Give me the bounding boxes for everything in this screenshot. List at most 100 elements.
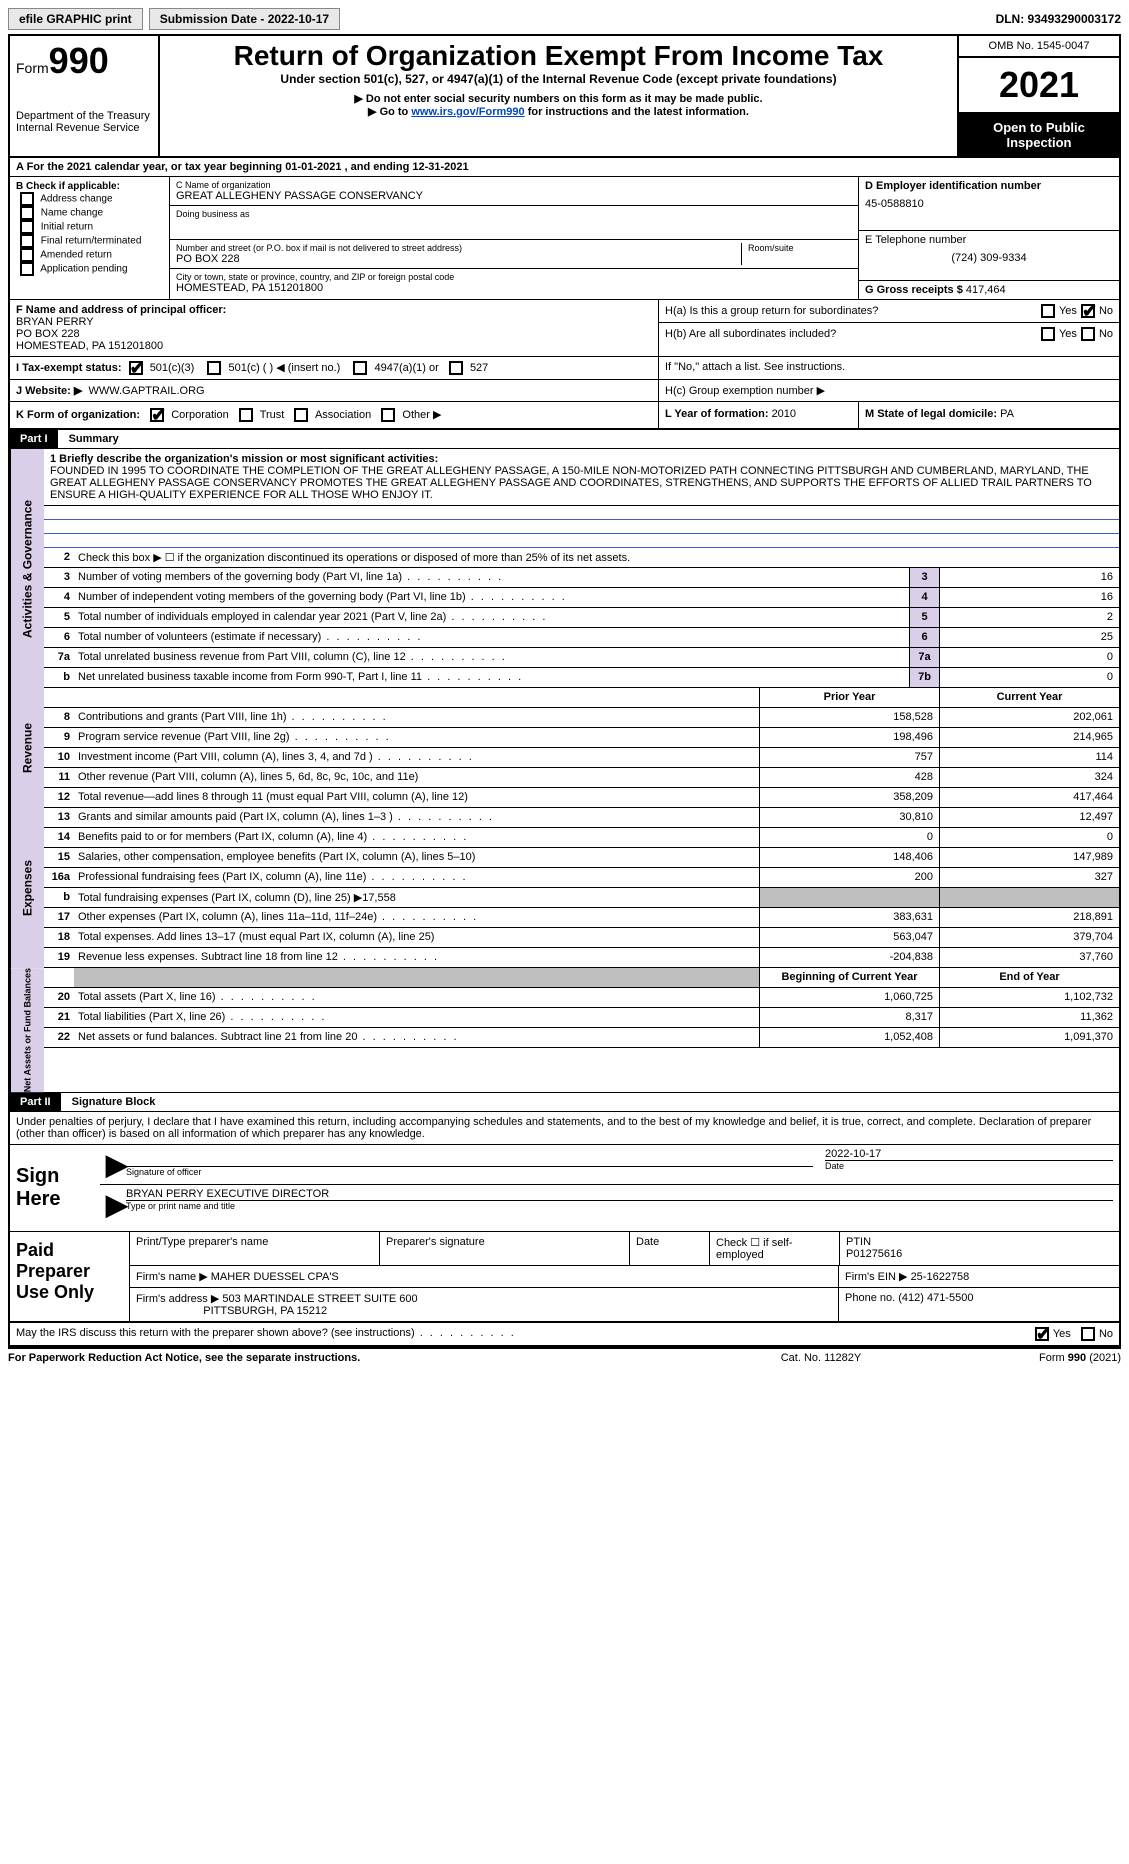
efile-print-button[interactable]: efile GRAPHIC print <box>8 8 143 30</box>
d-val: 45-0588810 <box>865 198 1113 210</box>
firm-name: MAHER DUESSEL CPA'S <box>211 1271 339 1283</box>
tax-year: 2021 <box>959 58 1119 114</box>
line-3-val: 16 <box>939 568 1119 587</box>
prep-date-label: Date <box>630 1232 710 1265</box>
section-fh: F Name and address of principal officer:… <box>10 300 1119 357</box>
prep-sig-label: Preparer's signature <box>380 1232 630 1265</box>
ha-label: H(a) Is this a group return for subordin… <box>665 305 1037 317</box>
line-4-val: 16 <box>939 588 1119 607</box>
part-2-header: Part II Signature Block <box>10 1093 1119 1112</box>
d-label: D Employer identification number <box>865 180 1113 192</box>
irs-link[interactable]: www.irs.gov/Form990 <box>411 106 524 118</box>
form-number: Form990 <box>16 40 152 82</box>
line-7b-val: 0 <box>939 668 1119 687</box>
b-opt-pending[interactable]: Application pending <box>16 262 163 276</box>
dln-label: DLN: 93493290003172 <box>996 12 1121 26</box>
discuss-row: May the IRS discuss this return with the… <box>10 1323 1119 1347</box>
instr-1: ▶ Do not enter social security numbers o… <box>168 92 949 105</box>
hc-label: H(c) Group exemption number ▶ <box>659 380 1119 401</box>
b-opt-initial[interactable]: Initial return <box>16 220 163 234</box>
top-bar: efile GRAPHIC print Submission Date - 20… <box>8 8 1121 30</box>
firm-addr2: PITTSBURGH, PA 15212 <box>203 1305 327 1317</box>
row-k: K Form of organization: Corporation Trus… <box>10 402 1119 430</box>
c-dba-label: Doing business as <box>176 209 852 219</box>
sig-date-val: 2022-10-17 <box>825 1148 1113 1160</box>
g-label: G Gross receipts $ <box>865 284 963 296</box>
b-opt-address[interactable]: Address change <box>16 192 163 206</box>
prep-selfemp-label[interactable]: Check ☐ if self-employed <box>710 1232 840 1265</box>
footer-catno: Cat. No. 11282Y <box>721 1352 921 1364</box>
submission-date-button[interactable]: Submission Date - 2022-10-17 <box>149 8 340 30</box>
c-city-label: City or town, state or province, country… <box>176 272 852 282</box>
discuss-yes-checkbox[interactable] <box>1035 1327 1049 1341</box>
k-trust-checkbox[interactable] <box>239 408 253 422</box>
summary-governance: Activities & Governance 1 Briefly descri… <box>10 449 1119 688</box>
section-bcde: B Check if applicable: Address change Na… <box>10 177 1119 300</box>
c-city-val: HOMESTEAD, PA 151201800 <box>176 282 852 294</box>
eoy-header: End of Year <box>939 968 1119 987</box>
c-name-val: GREAT ALLEGHENY PASSAGE CONSERVANCY <box>176 190 852 202</box>
footer-formref: Form 990 (2021) <box>921 1352 1121 1364</box>
e-label: E Telephone number <box>865 234 1113 246</box>
line-6-desc: Total number of volunteers (estimate if … <box>74 628 909 647</box>
footer: For Paperwork Reduction Act Notice, see … <box>8 1349 1121 1367</box>
part-1-header: Part I Summary <box>10 430 1119 449</box>
c-street-label: Number and street (or P.O. box if mail i… <box>176 243 735 253</box>
row-a-period: A For the 2021 calendar year, or tax yea… <box>10 158 1119 177</box>
firm-ein: 25-1622758 <box>911 1271 970 1283</box>
k-assoc-checkbox[interactable] <box>294 408 308 422</box>
g-val: 417,464 <box>966 284 1006 296</box>
i-527-checkbox[interactable] <box>449 361 463 375</box>
line-2-desc: Check this box ▶ ☐ if the organization d… <box>74 548 1119 567</box>
summary-net-assets: Net Assets or Fund Balances Beginning of… <box>10 968 1119 1093</box>
instr-2: ▶ Go to www.irs.gov/Form990 for instruct… <box>168 105 949 118</box>
form-title: Return of Organization Exempt From Incom… <box>168 40 949 72</box>
b-opt-name[interactable]: Name change <box>16 206 163 220</box>
ptin-val: P01275616 <box>846 1248 1113 1260</box>
b-opt-final[interactable]: Final return/terminated <box>16 234 163 248</box>
discuss-no-checkbox[interactable] <box>1081 1327 1095 1341</box>
form-subhead: Under section 501(c), 527, or 4947(a)(1)… <box>168 72 949 86</box>
k-corp-checkbox[interactable] <box>150 408 164 422</box>
f-city: HOMESTEAD, PA 151201800 <box>16 340 652 352</box>
mission-label: 1 Briefly describe the organization's mi… <box>50 453 1113 465</box>
summary-expenses: Expenses 13Grants and similar amounts pa… <box>10 808 1119 968</box>
f-name: BRYAN PERRY <box>16 316 652 328</box>
row-i: I Tax-exempt status: 501(c)(3) 501(c) ( … <box>10 357 1119 380</box>
open-to-public: Open to Public Inspection <box>959 114 1119 156</box>
k-other-checkbox[interactable] <box>381 408 395 422</box>
i-501c-checkbox[interactable] <box>207 361 221 375</box>
i-501c3-checkbox[interactable] <box>129 361 143 375</box>
ha-no-checkbox[interactable] <box>1081 304 1095 318</box>
current-year-header: Current Year <box>939 688 1119 707</box>
vtab-net: Net Assets or Fund Balances <box>10 968 44 1092</box>
arrow-icon: ▶ <box>100 1185 120 1224</box>
arrow-icon: ▶ <box>100 1145 120 1184</box>
line-7a-desc: Total unrelated business revenue from Pa… <box>74 648 909 667</box>
prep-name-label: Print/Type preparer's name <box>130 1232 380 1265</box>
vtab-governance: Activities & Governance <box>10 449 44 688</box>
footer-notice: For Paperwork Reduction Act Notice, see … <box>8 1352 721 1364</box>
ha-yes-checkbox[interactable] <box>1041 304 1055 318</box>
c-street-val: PO BOX 228 <box>176 253 735 265</box>
hb-note: If "No," attach a list. See instructions… <box>659 357 1119 379</box>
header-row: Form990 Department of the Treasury Inter… <box>10 36 1119 158</box>
perjury-statement: Under penalties of perjury, I declare th… <box>10 1112 1119 1145</box>
c-room-label: Room/suite <box>748 243 852 253</box>
e-val: (724) 309-9334 <box>865 252 1113 264</box>
i-4947-checkbox[interactable] <box>353 361 367 375</box>
prior-year-header: Prior Year <box>759 688 939 707</box>
boy-header: Beginning of Current Year <box>759 968 939 987</box>
sign-here-block: Sign Here ▶ Signature of officer 2022-10… <box>10 1145 1119 1232</box>
department-label: Department of the Treasury Internal Reve… <box>16 110 152 134</box>
line-5-desc: Total number of individuals employed in … <box>74 608 909 627</box>
line-7b-desc: Net unrelated business taxable income fr… <box>74 668 909 687</box>
omb-label: OMB No. 1545-0047 <box>959 36 1119 58</box>
b-opt-amended[interactable]: Amended return <box>16 248 163 262</box>
hb-no-checkbox[interactable] <box>1081 327 1095 341</box>
line-4-desc: Number of independent voting members of … <box>74 588 909 607</box>
f-street: PO BOX 228 <box>16 328 652 340</box>
line-5-val: 2 <box>939 608 1119 627</box>
hb-yes-checkbox[interactable] <box>1041 327 1055 341</box>
hb-label: H(b) Are all subordinates included? <box>665 328 1037 340</box>
